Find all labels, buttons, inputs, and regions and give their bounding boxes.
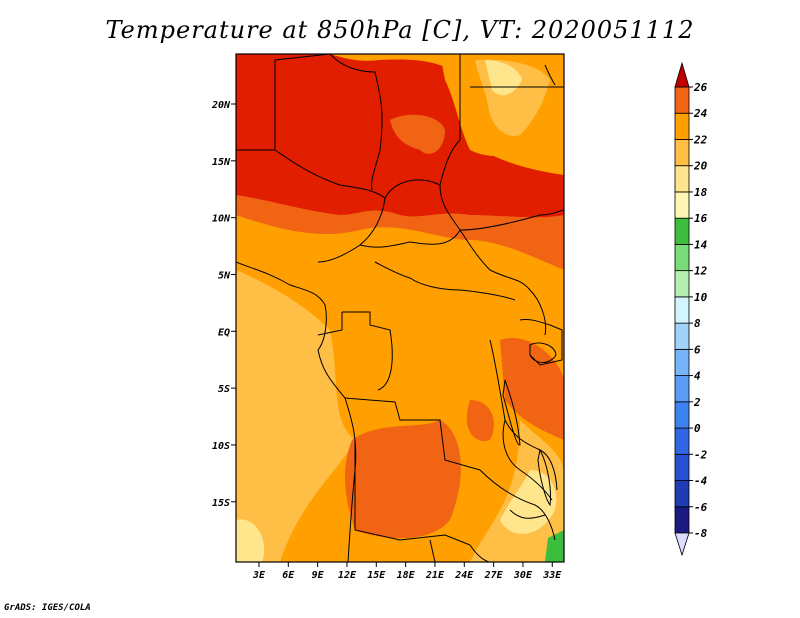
border-line-12 [317, 312, 343, 336]
border-line-9 [359, 229, 461, 248]
lon-tick-label: 3E [252, 570, 266, 581]
colorbar-label: 12 [694, 265, 708, 278]
colorbar-bottom-arrow [674, 532, 690, 557]
colorbar-label: -2 [694, 448, 708, 461]
colorbar-label: 20 [693, 160, 708, 173]
lon-tick-label: 30E [513, 570, 533, 581]
lon-tick-label: 18E [397, 570, 416, 581]
colorbar-label: 18 [694, 186, 708, 199]
red-sea-coast [544, 64, 556, 86]
colorbar-label: -6 [694, 501, 708, 514]
colorbar-swatch [674, 427, 690, 455]
colorbar-label: 0 [694, 422, 701, 435]
colorbar-swatch [674, 480, 690, 508]
colorbar-swatch [674, 270, 690, 298]
plot-title: Temperature at 850hPa [C], VT: 202005111… [105, 16, 695, 44]
colorbar-swatch [674, 506, 690, 534]
field-east-lake-warm [466, 400, 494, 441]
field-northeast-yellow [485, 60, 522, 96]
border-line-5 [439, 184, 564, 231]
field-north-inner-red [390, 114, 445, 154]
lon-tick-label: 24E [454, 570, 474, 581]
border-line-10 [374, 261, 516, 301]
border-line-8 [459, 229, 547, 336]
lon-tick-label: 21E [425, 570, 445, 581]
colorbar-label: 24 [693, 107, 708, 120]
border-line-2 [329, 54, 383, 191]
lon-tick-label: 6E [282, 570, 295, 581]
border-line-19 [479, 469, 556, 541]
colorbar-swatch [674, 296, 690, 324]
border-line-16 [489, 339, 553, 501]
border-line-11 [342, 311, 393, 391]
lon-tick-label: 33E [542, 570, 562, 581]
lon-tick-label: 9E [312, 570, 325, 581]
colorbar-label: 6 [694, 343, 701, 356]
colorbar-label: 16 [694, 212, 708, 225]
lake-victoria [529, 342, 557, 363]
colorbar-label: 22 [693, 133, 708, 146]
country-borders [236, 54, 564, 562]
longitude-axis: 3E 6E 9E 12E 15E 18E 21E 24E 27E 30E 33E [252, 562, 562, 581]
lat-tick-label: 10S [212, 441, 230, 452]
lat-tick-label: 5S [218, 384, 230, 395]
border-line-21 [469, 544, 500, 562]
latitude-axis: 20N 15N 10N 5N EQ 5S 10S 15S [211, 100, 236, 509]
grads-credit: GrADS: IGES/COLA [4, 603, 91, 613]
border-line-14 [354, 440, 471, 546]
colorbar-label: 8 [694, 317, 701, 330]
lat-tick-label: 10N [212, 214, 231, 225]
lake-malawi [537, 448, 551, 507]
colorbar-swatch [674, 401, 690, 429]
colorbar-label: 26 [693, 81, 708, 94]
lat-tick-label: 15S [212, 498, 230, 509]
colorbar-label: 14 [694, 238, 708, 251]
colorbar-swatch [674, 191, 690, 219]
colorbar-swatch [674, 217, 690, 245]
lat-tick-label: 15N [212, 157, 231, 168]
lat-tick-label: EQ [218, 327, 230, 338]
temperature-field [236, 54, 564, 562]
colorbar-swatch [674, 112, 690, 140]
field-south-central-warm [344, 420, 461, 539]
border-line-20 [509, 509, 546, 519]
colorbar-swatch [674, 322, 690, 350]
field-southwest-light [236, 519, 265, 562]
colorbar-label: 4 [694, 370, 701, 383]
border-line-1 [236, 54, 331, 151]
colorbar-label: -8 [694, 527, 708, 540]
border-line-15 [429, 539, 436, 562]
colorbar-top-arrow [674, 61, 690, 88]
colorbar-swatch [674, 139, 690, 167]
colorbar-label: 2 [693, 396, 701, 409]
lon-tick-label: 27E [484, 570, 504, 581]
field-west-coast-warm [236, 270, 355, 562]
colorbar-swatch [674, 375, 690, 403]
map-frame [235, 53, 565, 563]
colorbar-label: -4 [694, 475, 708, 488]
border-line-3 [274, 149, 386, 199]
field-southeast-green [545, 530, 564, 562]
lon-tick-label: 12E [338, 570, 357, 581]
colorbar-swatch [674, 453, 690, 481]
border-line-13 [344, 397, 481, 471]
colorbar-swatch [674, 348, 690, 376]
colorbar-swatch [674, 86, 690, 114]
lat-tick-label: 5N [218, 270, 231, 281]
colorbar-swatch [674, 244, 690, 272]
colorbar-label: 10 [694, 291, 708, 304]
colorbar-swatch [674, 165, 690, 193]
border-line-17 [519, 319, 563, 366]
lon-tick-label: 15E [367, 570, 386, 581]
lat-tick-label: 20N [211, 100, 231, 111]
lake-tanganyika [502, 379, 521, 446]
